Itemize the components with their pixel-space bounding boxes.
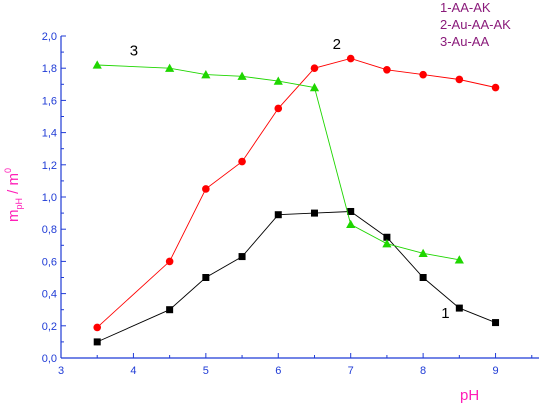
axes-group: 0,0 0,2 0,4 0,6 0,8 1,0 1,2 1,4 1,6 1,8 2,0 3 4 5 6 7 8 9 — [42, 31, 539, 377]
x-tick-label: 9 — [492, 365, 498, 377]
legend: 1-AA-AK 2-Au-AA-AK 3-Au-AA — [440, 0, 511, 49]
data-point — [92, 60, 102, 69]
data-point — [237, 71, 247, 80]
x-tick-label: 4 — [130, 365, 136, 377]
data-point — [383, 233, 391, 241]
series-2-label: 2 — [333, 36, 341, 53]
x-tick-label: 5 — [203, 365, 209, 377]
series-group: 1 2 3 — [92, 36, 500, 346]
x-axis-title: pH — [460, 387, 479, 404]
data-point — [455, 75, 464, 84]
data-point — [383, 66, 391, 74]
y-axis-title-denominator-sub: 0 — [3, 168, 13, 173]
y-tick-label: 1,6 — [42, 95, 57, 107]
data-point — [238, 157, 246, 166]
data-point — [93, 323, 102, 332]
series-3: 3 — [92, 42, 464, 264]
y-tick-label: 1,4 — [42, 128, 57, 140]
series-1-label: 1 — [441, 305, 449, 322]
data-point — [238, 253, 246, 261]
data-point — [274, 104, 283, 113]
data-point — [455, 304, 463, 312]
y-tick-label: 1,8 — [42, 63, 57, 75]
svg-text:mpH / m0: mpH / m0 — [3, 168, 24, 222]
data-point — [273, 76, 283, 85]
data-point — [310, 64, 319, 72]
data-point — [419, 70, 427, 79]
data-point — [165, 257, 174, 266]
y-tick-label: 0,4 — [42, 289, 57, 301]
series-3-line — [97, 64, 460, 261]
series-2-line — [96, 58, 496, 328]
data-point — [202, 274, 210, 281]
data-point — [346, 219, 356, 229]
x-tick-label: 7 — [348, 365, 354, 377]
data-point — [201, 70, 211, 79]
data-point — [165, 63, 175, 72]
legend-entry-1: 1-AA-AK — [440, 0, 491, 15]
y-tick-label: 1,0 — [42, 192, 57, 204]
data-point — [202, 185, 210, 193]
y-tick-label: 0,6 — [42, 256, 57, 268]
data-point — [347, 207, 355, 215]
data-point — [454, 255, 464, 264]
data-point — [419, 274, 427, 281]
y-tick-label: 2,0 — [42, 31, 57, 43]
data-point — [166, 306, 174, 314]
data-point — [309, 82, 320, 92]
series-3-label: 3 — [130, 42, 138, 59]
y-tick-label: 1,2 — [42, 160, 57, 172]
legend-entry-2: 2-Au-AA-AK — [440, 17, 511, 32]
data-point — [93, 338, 101, 346]
series-1-line — [97, 211, 496, 343]
y-tick-label: 0,2 — [42, 321, 57, 333]
y-axis-title-main: m — [5, 210, 22, 223]
data-point — [274, 211, 282, 219]
y-axis-title-sep: / m — [5, 173, 22, 198]
x-tick-label: 3 — [58, 365, 64, 377]
data-point — [382, 239, 392, 248]
series-2: 2 — [93, 36, 500, 332]
data-point — [418, 248, 428, 258]
x-tick-label: 6 — [275, 365, 281, 377]
data-point — [346, 54, 355, 63]
y-axis-title-sub: pH — [14, 198, 24, 210]
data-point — [492, 319, 500, 327]
legend-entry-3: 3-Au-AA — [440, 34, 489, 49]
y-tick-label: 0,0 — [42, 353, 57, 365]
data-point — [491, 83, 500, 92]
y-tick-label: 0,8 — [42, 224, 57, 236]
x-tick-label: 8 — [420, 365, 426, 377]
y-axis-title: mpH / m0 — [3, 168, 24, 222]
series-1: 1 — [93, 207, 500, 346]
data-point — [310, 209, 318, 217]
